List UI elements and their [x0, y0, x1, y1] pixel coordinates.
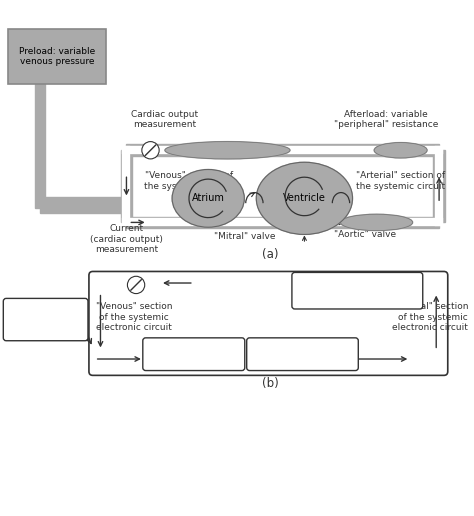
Text: Cardiac output
measurement: Cardiac output measurement: [131, 110, 199, 129]
Ellipse shape: [340, 214, 413, 231]
Text: Current
(cardiac output)
measurement: Current (cardiac output) measurement: [90, 224, 163, 254]
Text: Afterload: variable
"peripheral" resistance: Afterload: variable "peripheral" resista…: [334, 110, 438, 129]
Bar: [127, 217, 439, 228]
Bar: [127, 144, 439, 156]
Ellipse shape: [165, 141, 290, 159]
Bar: [433, 150, 445, 222]
Ellipse shape: [172, 169, 244, 227]
Text: Atrial contraction
subcircuit: Atrial contraction subcircuit: [155, 345, 233, 364]
Text: Atrium: Atrium: [192, 194, 225, 203]
Text: Ventricle contraction
subcircuit: Ventricle contraction subcircuit: [255, 345, 350, 364]
Text: "Mitral" valve: "Mitral" valve: [214, 232, 275, 241]
Text: "Arterial" section of
the systemic circuit: "Arterial" section of the systemic circu…: [356, 171, 445, 191]
FancyBboxPatch shape: [8, 29, 106, 84]
Bar: [40, 203, 127, 213]
Text: "Arterial" section
of the systemic
electronic circuit: "Arterial" section of the systemic elect…: [391, 302, 468, 332]
FancyBboxPatch shape: [292, 272, 423, 309]
Text: "Aortic" valve: "Aortic" valve: [334, 230, 396, 239]
Ellipse shape: [374, 142, 427, 158]
FancyBboxPatch shape: [3, 298, 88, 341]
Text: "Venous" section of
the systemic circuit: "Venous" section of the systemic circuit: [145, 171, 234, 191]
Bar: [35, 83, 45, 208]
Circle shape: [142, 141, 159, 159]
Text: Preload: variable
venous pressure: Preload: variable venous pressure: [19, 47, 95, 66]
Text: Ventricle: Ventricle: [283, 194, 326, 203]
Bar: [40, 197, 127, 207]
Text: Preload control
subcircuit: Preload control subcircuit: [11, 310, 80, 329]
Text: (b): (b): [263, 377, 279, 390]
Text: Afterload control
subcircuit: Afterload control subcircuit: [319, 281, 395, 300]
Text: (a): (a): [263, 248, 279, 261]
Ellipse shape: [256, 162, 353, 234]
FancyBboxPatch shape: [143, 338, 245, 370]
Circle shape: [128, 276, 145, 294]
Bar: [121, 150, 132, 222]
Text: "Venous" section
of the systemic
electronic circuit: "Venous" section of the systemic electro…: [96, 302, 173, 332]
FancyBboxPatch shape: [246, 338, 358, 370]
